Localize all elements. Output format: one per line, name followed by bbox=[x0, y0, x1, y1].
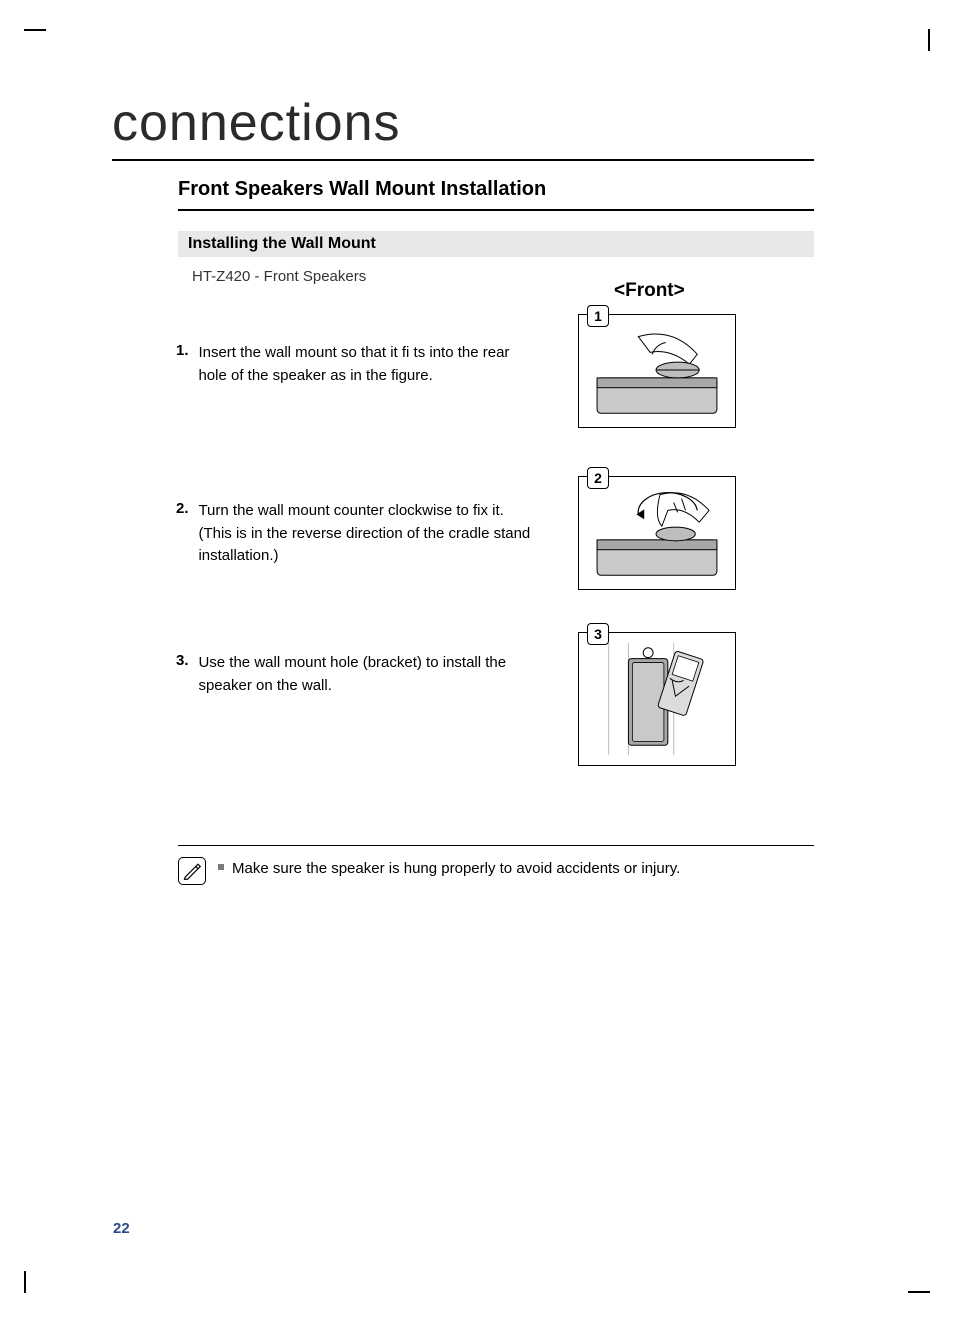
subheading-bar: Installing the Wall Mount bbox=[178, 231, 814, 257]
step-number: 2. bbox=[176, 500, 194, 517]
note-icon bbox=[178, 857, 206, 885]
figure-2-illustration bbox=[579, 477, 735, 589]
page-title: connections bbox=[112, 93, 814, 153]
note-rule bbox=[178, 845, 814, 846]
front-label: <Front> bbox=[614, 280, 685, 302]
step-text: Turn the wall mount counter clockwise to… bbox=[198, 500, 538, 568]
figure-2: 2 bbox=[578, 476, 736, 590]
step-number: 1. bbox=[176, 342, 194, 359]
crop-mark bbox=[908, 1291, 930, 1293]
note-text: Make sure the speaker is hung properly t… bbox=[232, 860, 680, 877]
figure-1-illustration bbox=[579, 315, 735, 427]
crop-mark bbox=[928, 29, 930, 51]
section-heading: Front Speakers Wall Mount Installation bbox=[178, 178, 814, 201]
crop-mark bbox=[24, 1271, 26, 1293]
step-2: 2. Turn the wall mount counter clockwise… bbox=[176, 500, 546, 568]
figure-1: 1 bbox=[578, 314, 736, 428]
title-wrap: connections bbox=[112, 93, 814, 161]
crop-mark bbox=[24, 29, 46, 31]
figure-3-illustration bbox=[579, 633, 735, 765]
step-text: Insert the wall mount so that it fi ts i… bbox=[198, 342, 538, 387]
step-1: 1. Insert the wall mount so that it fi t… bbox=[176, 342, 546, 387]
subheading: Installing the Wall Mount bbox=[188, 235, 376, 253]
page-number: 22 bbox=[113, 1220, 130, 1237]
step-text: Use the wall mount hole (bracket) to ins… bbox=[198, 652, 538, 697]
section-heading-wrap: Front Speakers Wall Mount Installation bbox=[178, 178, 814, 211]
model-text: HT-Z420 - Front Speakers bbox=[192, 268, 366, 285]
step-number: 3. bbox=[176, 652, 194, 669]
figure-3: 3 bbox=[578, 632, 736, 766]
page: connections Front Speakers Wall Mount In… bbox=[0, 0, 954, 1322]
step-3: 3. Use the wall mount hole (bracket) to … bbox=[176, 652, 546, 697]
note-bullet bbox=[218, 864, 224, 870]
